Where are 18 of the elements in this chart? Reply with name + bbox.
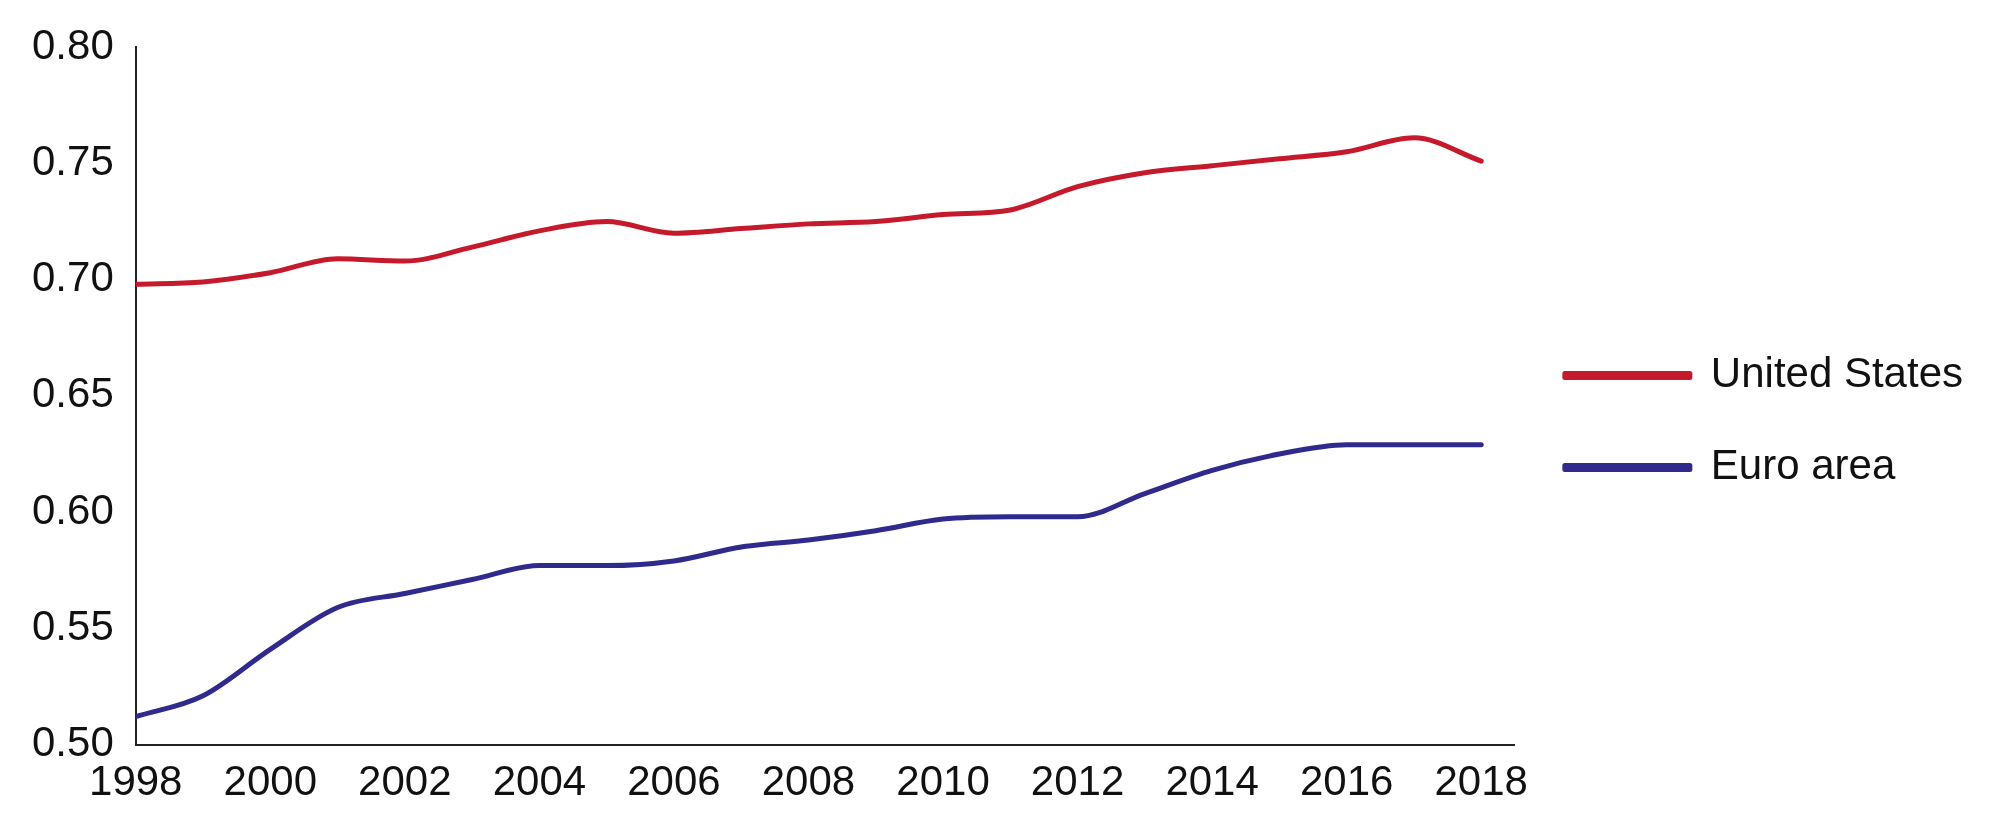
x-tick-label: 2018: [1434, 757, 1528, 805]
legend-label: Euro area: [1710, 441, 1896, 489]
x-tick-label: 2008: [761, 757, 856, 805]
legend-label: United States: [1710, 349, 1964, 397]
x-tick-label: 2014: [1165, 757, 1259, 805]
y-tick-label: 0.75: [31, 137, 114, 185]
y-tick-label: 0.65: [31, 369, 114, 417]
y-tick-label: 0.80: [31, 20, 114, 68]
y-tick-label: 0.60: [31, 485, 114, 533]
x-tick-label: 2016: [1299, 757, 1394, 805]
x-tick-label: 2004: [492, 757, 587, 805]
x-tick-label: 2000: [223, 757, 318, 805]
y-tick-label: 0.55: [31, 601, 114, 649]
x-tick-label: 2012: [1030, 757, 1125, 805]
x-tick-label: 2010: [896, 757, 990, 805]
x-tick-label: 2002: [358, 757, 452, 805]
x-tick-label: 2006: [627, 757, 721, 805]
y-tick-label: 0.70: [31, 253, 114, 301]
